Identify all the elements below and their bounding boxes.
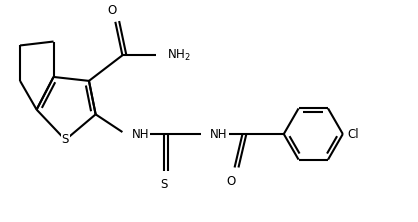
Text: S: S	[61, 133, 69, 147]
Text: O: O	[227, 174, 236, 188]
Text: S: S	[160, 178, 168, 192]
Text: O: O	[107, 4, 117, 17]
Text: NH: NH	[210, 127, 228, 141]
Text: NH: NH	[132, 127, 149, 141]
Text: NH$_2$: NH$_2$	[167, 48, 191, 63]
Text: Cl: Cl	[347, 127, 359, 141]
